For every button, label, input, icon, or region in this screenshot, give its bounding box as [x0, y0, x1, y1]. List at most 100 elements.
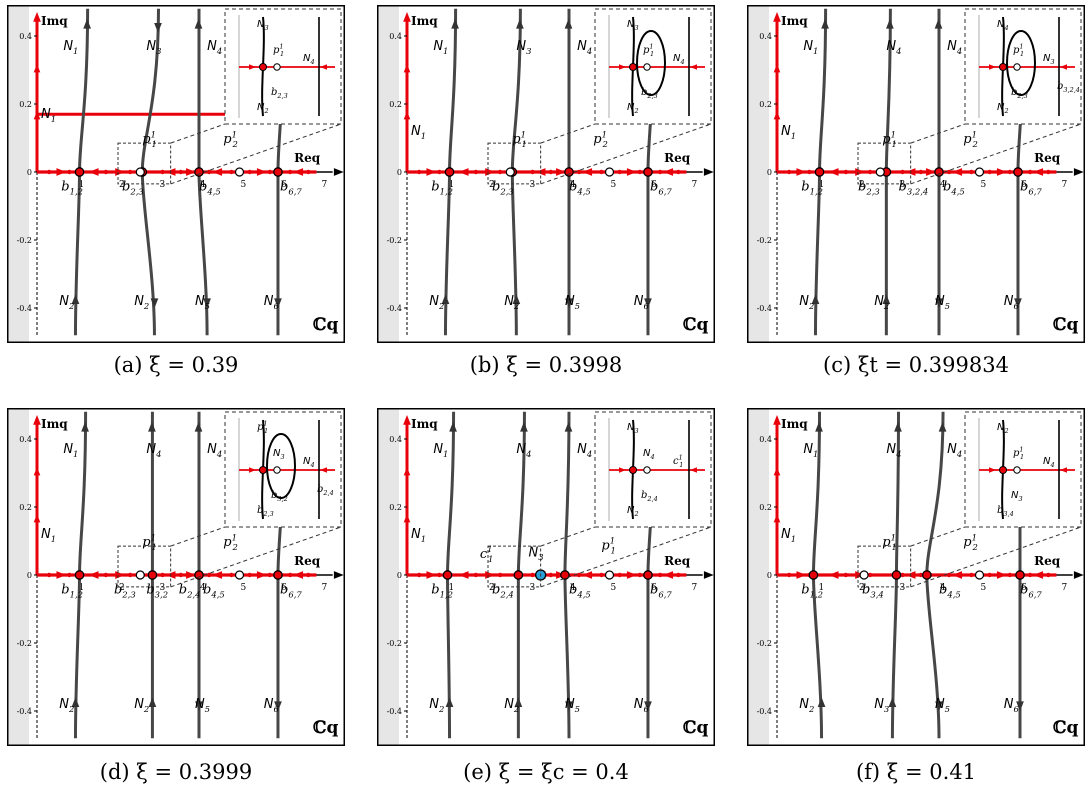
- flow-dot: [900, 572, 905, 578]
- x-tick-label: 1: [79, 180, 85, 190]
- real-axis-label: Req: [1034, 554, 1061, 568]
- flow-dot: [247, 169, 252, 175]
- y-tick-label: 0: [397, 168, 402, 177]
- inset-label: b2,3: [641, 87, 658, 100]
- plane-label: ℂq: [683, 718, 709, 738]
- streamline-arrow: [203, 298, 211, 309]
- branch-label: b6,7: [650, 180, 672, 197]
- flow-dot: [617, 169, 622, 175]
- branch-label: b2,3: [858, 180, 880, 197]
- equilibrium-point: [444, 167, 455, 177]
- inset-flow-arrow: [989, 64, 996, 70]
- top-stream-label: N1: [803, 39, 818, 56]
- flow-dot: [267, 572, 273, 578]
- streamline-arrow: [194, 18, 203, 29]
- flow-arrow: [426, 571, 437, 579]
- imag-axis-arrowhead: [403, 12, 411, 22]
- inset-label: N3: [627, 19, 639, 32]
- y-tick-label: 0.4: [19, 435, 32, 444]
- real-axis-label: Req: [1034, 151, 1061, 165]
- y-tick-label: -0.2: [387, 639, 402, 648]
- equilibrium-point: [808, 570, 819, 580]
- left-axis-label: N1: [781, 124, 796, 141]
- flow-dot: [867, 169, 873, 175]
- real-axis-label: Req: [294, 554, 321, 568]
- real-axis-arrowhead: [333, 168, 344, 176]
- imag-axis-flow-arrow: [403, 514, 411, 523]
- flow-arrow: [256, 571, 267, 579]
- inset-flow-arrow: [320, 467, 327, 473]
- flow-arrow: [556, 168, 566, 176]
- y-tick-label: -0.4: [17, 707, 32, 716]
- left-strip: [747, 5, 769, 343]
- imag-axis-label: Imq: [411, 14, 438, 28]
- flow-arrow: [1033, 571, 1044, 579]
- zoom-box: [487, 545, 542, 588]
- inset-label: b3,2,4: [1057, 81, 1080, 94]
- streamline-arrow: [1016, 701, 1024, 712]
- imag-axis-label: Imq: [781, 417, 808, 431]
- imag-axis-label: Imq: [41, 417, 68, 431]
- inset-equilibrium: [259, 466, 267, 474]
- y-tick-label: -0.4: [757, 707, 772, 716]
- x-tick-label: 1: [819, 180, 825, 190]
- flow-dot: [918, 169, 923, 175]
- streamline-arrow: [886, 18, 894, 29]
- branch-label: b1,2: [801, 180, 823, 197]
- y-tick-label: 0.2: [389, 503, 402, 512]
- plane-label: ℂq: [1053, 315, 1079, 335]
- inset-label: b2,3: [257, 505, 274, 518]
- equilibrium-point: [194, 570, 204, 580]
- x-tick-label: 4: [940, 180, 946, 190]
- top-stream-label: N4: [516, 442, 531, 459]
- streamline-arrow: [882, 294, 891, 304]
- top-stream-label: N4: [947, 39, 962, 56]
- equilibrium-point: [1013, 167, 1023, 177]
- pole-point: [135, 570, 145, 580]
- point-label: p1 1: [601, 536, 616, 556]
- branch-label: b4,5: [203, 583, 225, 600]
- top-stream-label: N4: [886, 442, 901, 459]
- branch-label: b2,4: [492, 583, 514, 600]
- flow-dot: [969, 572, 974, 578]
- inset-flow-arrow: [1060, 467, 1067, 473]
- flow-arrow: [582, 168, 593, 176]
- x-tick-label: 3: [530, 180, 536, 190]
- flow-arrow: [115, 571, 125, 579]
- x-tick-label: 1: [79, 583, 85, 593]
- bottom-stream-label: N2: [799, 294, 814, 311]
- inset-label: b2,4: [317, 484, 334, 497]
- flow-dot: [160, 169, 165, 175]
- inset-label: b2,3: [271, 87, 288, 100]
- flow-arrow: [582, 571, 593, 579]
- inset-label: N2: [997, 422, 1009, 435]
- flow-dot: [247, 572, 252, 578]
- left-strip: [7, 5, 29, 343]
- branch-label: b3,2,4: [899, 180, 929, 197]
- equilibrium-point: [194, 167, 204, 177]
- flow-arrow: [796, 571, 807, 579]
- imag-axis-flow-arrow: [33, 514, 41, 523]
- x-tick-label: 7: [692, 180, 698, 190]
- flow-dot: [530, 169, 535, 175]
- caption-a: (a) ξ = 0.39: [113, 353, 239, 377]
- x-tick-label: 2: [119, 180, 125, 190]
- streamline-arrow: [935, 701, 943, 712]
- equilibrium-point: [643, 570, 653, 580]
- streamline-arrow: [150, 298, 159, 309]
- zoom-connector: [540, 526, 712, 588]
- point-label: p1 2: [223, 129, 238, 149]
- x-tick-label: 6: [1021, 583, 1027, 593]
- flow-dot: [1046, 169, 1051, 175]
- y-tick-label: 0: [27, 168, 32, 177]
- x-tick-label: 6: [1021, 180, 1027, 190]
- flow-dot: [46, 572, 52, 578]
- x-tick-label: 6: [281, 583, 287, 593]
- flow-arrow: [293, 571, 304, 579]
- branch-label: b2,3: [492, 180, 514, 197]
- inset-label: N4: [673, 53, 685, 66]
- streamline-arrow: [514, 697, 523, 707]
- left-strip: [377, 5, 399, 343]
- flow-dot: [473, 169, 479, 175]
- bottom-stream-label: N6: [264, 697, 280, 714]
